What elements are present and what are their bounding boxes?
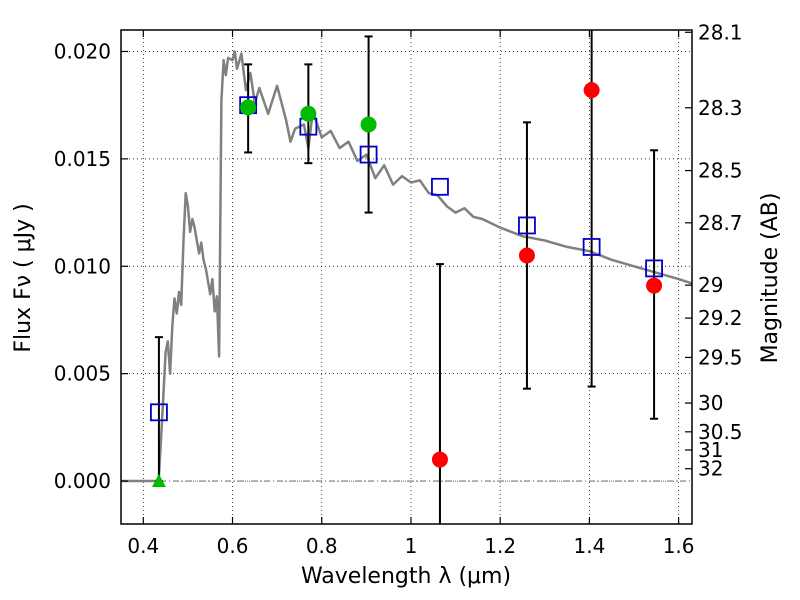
y-tick-label: 0.010 xyxy=(54,254,111,278)
plot-frame xyxy=(120,29,693,525)
y-tick-label: 0.015 xyxy=(54,147,111,171)
model-photometry-points xyxy=(150,96,663,422)
observed-point xyxy=(240,99,257,116)
y-axis-label: Flux Fν ( μJy ) xyxy=(11,203,36,352)
y2-tick-label: 28.7 xyxy=(698,211,743,235)
model-photometry-square xyxy=(150,403,168,422)
model-photometry-square xyxy=(431,177,449,196)
x-tick-label: 0.4 xyxy=(127,534,159,558)
y-tick-label: 0.020 xyxy=(54,39,111,63)
model-photometry-square xyxy=(645,259,663,278)
x-tick-label: 0.8 xyxy=(306,534,338,558)
x-tick-label: 1.2 xyxy=(484,534,516,558)
model-photometry-square xyxy=(518,216,536,235)
observed-point xyxy=(518,247,535,264)
x-tick-label: 1.6 xyxy=(663,534,695,558)
x-axis-ticks: 0.4 0.6 0.8 1 1.2 1.4 1.6 xyxy=(127,30,695,558)
y-tick-label: 0.000 xyxy=(54,469,111,493)
x-tick-label: 1 xyxy=(405,534,418,558)
observed-point xyxy=(300,105,317,122)
error-bars xyxy=(154,30,659,524)
y2-tick-label: 28.3 xyxy=(698,96,743,120)
x-tick-label: 0.6 xyxy=(217,534,249,558)
observed-point xyxy=(646,277,663,294)
y2-tick-label: 28.5 xyxy=(698,159,743,183)
x-tick-label: 1.4 xyxy=(573,534,605,558)
y2-tick-label: 31 xyxy=(698,438,723,462)
axes-frame xyxy=(120,29,693,525)
y-tick-label: 0.005 xyxy=(54,362,111,386)
y2-tick-label: 30 xyxy=(698,391,723,415)
model-photometry-square xyxy=(359,145,378,164)
y-axis-ticks: 0.000 0.005 0.010 0.015 0.020 xyxy=(54,39,128,493)
observed-point xyxy=(583,82,600,99)
sed-model-group xyxy=(121,50,693,483)
observed-photometry-points xyxy=(151,82,663,488)
y2-tick-label: 28.1 xyxy=(698,20,743,44)
y2-tick-label: 30.5 xyxy=(698,420,743,444)
x-axis-label: Wavelength λ (μm) xyxy=(301,564,511,589)
y2-tick-label: 29.2 xyxy=(698,306,743,330)
y2-axis-label: Magnitude (AB) xyxy=(758,193,783,364)
observed-point xyxy=(360,116,377,133)
y2-tick-label: 29 xyxy=(698,273,723,297)
y2-tick-label: 29.5 xyxy=(698,345,743,369)
model-photometry-square xyxy=(582,238,601,256)
sed-model-curve xyxy=(121,50,693,483)
y2-tick-label: 32 xyxy=(698,457,723,481)
observed-point xyxy=(431,451,448,468)
observed-point-upper-limit xyxy=(151,474,166,488)
